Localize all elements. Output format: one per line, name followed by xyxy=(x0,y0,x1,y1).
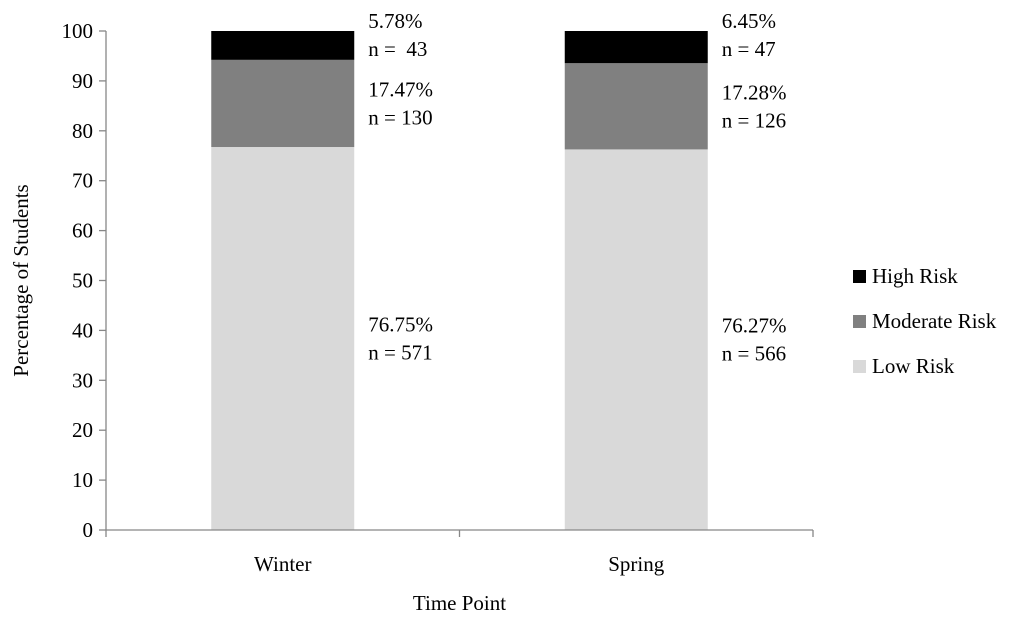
y-axis-title: Percentage of Students xyxy=(9,184,33,376)
y-tick-label: 60 xyxy=(72,219,93,243)
bar-segment xyxy=(211,59,355,148)
data-label-percent: 17.28% xyxy=(722,80,787,104)
data-label-count: n = 47 xyxy=(722,37,776,61)
y-tick-label: 20 xyxy=(72,418,93,442)
bar-segment xyxy=(564,149,708,530)
data-labels-group: 76.75% n = 571 17.47% n = 130 5.78% n = 43 76.… xyxy=(368,9,786,366)
y-tick-label: 90 xyxy=(72,69,93,93)
data-label-count: n = 566 xyxy=(722,342,786,366)
data-label-count: n = 130 xyxy=(368,105,432,129)
bar-segment xyxy=(564,63,708,150)
y-tick-label: 70 xyxy=(72,169,93,193)
bar-segment xyxy=(211,31,355,60)
y-tick-label: 40 xyxy=(72,318,93,342)
y-tick-label: 50 xyxy=(72,269,93,293)
y-tick-label: 80 xyxy=(72,119,93,143)
bar-segment xyxy=(564,31,708,64)
legend-label: Low Risk xyxy=(872,354,955,378)
legend: High Risk Moderate Risk Low Risk xyxy=(853,264,997,378)
data-label-count: n = 43 xyxy=(368,37,427,61)
legend-label: Moderate Risk xyxy=(872,309,997,333)
x-axis-title: Time Point xyxy=(413,591,506,615)
x-ticks-group: Winter Spring xyxy=(105,530,814,576)
data-label-percent: 17.47% xyxy=(368,77,433,101)
x-tick-label: Winter xyxy=(254,552,311,576)
data-label-percent: 5.78% xyxy=(368,9,422,33)
legend-swatch xyxy=(853,270,866,283)
data-label-count: n = 126 xyxy=(722,108,786,132)
data-label-percent: 76.75% xyxy=(368,313,433,337)
data-label-count: n = 571 xyxy=(368,341,432,365)
y-tick-label: 10 xyxy=(72,468,93,492)
bars-group xyxy=(211,31,708,530)
legend-label: High Risk xyxy=(872,264,958,288)
legend-swatch xyxy=(853,315,866,328)
y-tick-label: 30 xyxy=(72,368,93,392)
x-tick-label: Spring xyxy=(608,552,665,576)
data-label-percent: 6.45% xyxy=(722,9,776,33)
bar-segment xyxy=(211,147,355,530)
legend-swatch xyxy=(853,360,866,373)
y-ticks-group: 0 10 20 30 40 50 60 70 80 90 100 xyxy=(62,19,106,542)
y-tick-label: 100 xyxy=(62,19,94,43)
data-label-percent: 76.27% xyxy=(722,314,787,338)
y-tick-label: 0 xyxy=(83,518,94,542)
